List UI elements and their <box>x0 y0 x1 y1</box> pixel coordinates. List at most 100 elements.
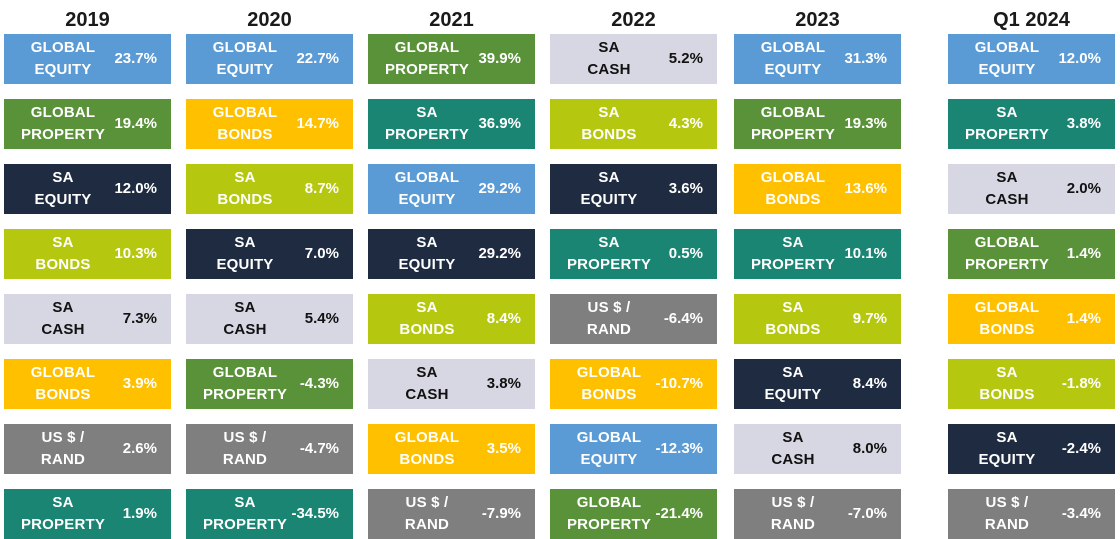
return-value: -7.0% <box>847 505 887 522</box>
asset-label: US $ / RAND <box>368 492 486 536</box>
return-value: 12.0% <box>1058 50 1101 67</box>
return-value: 3.8% <box>1066 115 1101 132</box>
cell-q1-2024-global-property: GLOBAL PROPERTY 1.4% <box>948 229 1115 279</box>
asset-label-line2: PROPERTY <box>384 126 470 143</box>
asset-label-line1: GLOBAL <box>760 39 826 56</box>
asset-label: GLOBAL EQUITY <box>4 37 122 81</box>
asset-label-line2: PROPERTY <box>750 256 836 273</box>
asset-label-line2: PROPERTY <box>964 126 1050 143</box>
asset-label-line1: GLOBAL <box>394 169 460 186</box>
year-header-2021: 2021 <box>429 9 474 31</box>
return-value: -12.3% <box>655 440 703 457</box>
cell-2022-global-property: GLOBAL PROPERTY -21.4% <box>550 489 717 539</box>
cell-2021-us-rand: US $ / RAND -7.9% <box>368 489 535 539</box>
return-value: 22.7% <box>296 50 339 67</box>
asset-label: GLOBAL PROPERTY <box>948 232 1066 276</box>
asset-label: SA BONDS <box>550 102 668 146</box>
asset-label-line2: PROPERTY <box>750 126 836 143</box>
return-value: 8.4% <box>852 375 887 392</box>
asset-label: GLOBAL BONDS <box>550 362 668 406</box>
asset-label: GLOBAL EQUITY <box>550 427 668 471</box>
cell-2023-global-equity: GLOBAL EQUITY 31.3% <box>734 34 901 84</box>
return-value: -3.4% <box>1061 505 1101 522</box>
asset-label-line1: GLOBAL <box>394 429 460 446</box>
asset-label-line2: CASH <box>41 321 85 338</box>
return-value: 39.9% <box>478 50 521 67</box>
return-value: 2.0% <box>1066 180 1101 197</box>
return-value: 3.8% <box>486 375 521 392</box>
return-value: 2.6% <box>122 440 157 457</box>
return-value: 36.9% <box>478 115 521 132</box>
cell-2023-global-bonds: GLOBAL BONDS 13.6% <box>734 164 901 214</box>
asset-label: GLOBAL PROPERTY <box>734 102 852 146</box>
return-value: 10.3% <box>114 245 157 262</box>
cell-2019-sa-bonds: SA BONDS 10.3% <box>4 229 171 279</box>
cell-2021-sa-bonds: SA BONDS 8.4% <box>368 294 535 344</box>
asset-label-line2: PROPERTY <box>202 516 288 533</box>
asset-label: SA BONDS <box>734 297 852 341</box>
asset-label-line2: EQUITY <box>978 61 1036 78</box>
asset-label-line2: EQUITY <box>764 386 822 403</box>
cell-2020-global-equity: GLOBAL EQUITY 22.7% <box>186 34 353 84</box>
return-value: 8.4% <box>486 310 521 327</box>
return-value: 3.5% <box>486 440 521 457</box>
asset-label-line2: PROPERTY <box>964 256 1050 273</box>
asset-label-line2: CASH <box>587 61 631 78</box>
cell-q1-2024-sa-property: SA PROPERTY 3.8% <box>948 99 1115 149</box>
asset-label-line1: SA <box>416 299 438 316</box>
asset-label-line1: SA <box>52 494 74 511</box>
return-value: -6.4% <box>663 310 703 327</box>
return-value: 4.3% <box>668 115 703 132</box>
asset-label-line2: PROPERTY <box>20 126 106 143</box>
asset-label: SA CASH <box>734 427 852 471</box>
asset-label-line2: BONDS <box>581 386 637 403</box>
asset-label: GLOBAL BONDS <box>368 427 486 471</box>
asset-label: SA CASH <box>4 297 122 341</box>
asset-label: GLOBAL BONDS <box>948 297 1066 341</box>
asset-label: GLOBAL PROPERTY <box>368 37 486 81</box>
cell-2021-sa-property: SA PROPERTY 36.9% <box>368 99 535 149</box>
cell-2022-global-bonds: GLOBAL BONDS -10.7% <box>550 359 717 409</box>
asset-label-line1: SA <box>416 364 438 381</box>
asset-label: SA PROPERTY <box>186 492 304 536</box>
asset-label-line1: GLOBAL <box>576 364 642 381</box>
asset-label: SA PROPERTY <box>368 102 486 146</box>
asset-label-line2: EQUITY <box>398 191 456 208</box>
cell-2023-global-property: GLOBAL PROPERTY 19.3% <box>734 99 901 149</box>
asset-label: SA PROPERTY <box>948 102 1066 146</box>
return-value: 23.7% <box>114 50 157 67</box>
return-value: 8.0% <box>852 440 887 457</box>
asset-label-line1: US $ / <box>771 494 815 511</box>
asset-label-line1: GLOBAL <box>760 169 826 186</box>
asset-label: SA PROPERTY <box>734 232 852 276</box>
asset-label: US $ / RAND <box>186 427 304 471</box>
year-header-2023: 2023 <box>795 9 840 31</box>
return-value: 14.7% <box>296 115 339 132</box>
asset-label-line2: BONDS <box>765 321 821 338</box>
asset-label: US $ / RAND <box>734 492 852 536</box>
year-header-2020: 2020 <box>247 9 292 31</box>
asset-label-line1: GLOBAL <box>974 299 1040 316</box>
asset-label-line1: GLOBAL <box>212 104 278 121</box>
return-value: 29.2% <box>478 180 521 197</box>
return-value: 7.3% <box>122 310 157 327</box>
asset-label-line2: PROPERTY <box>566 516 652 533</box>
cell-q1-2024-sa-equity: SA EQUITY -2.4% <box>948 424 1115 474</box>
asset-label: US $ / RAND <box>948 492 1066 536</box>
asset-label-line1: GLOBAL <box>212 39 278 56</box>
asset-label-line2: BONDS <box>35 386 91 403</box>
cell-2022-us-rand: US $ / RAND -6.4% <box>550 294 717 344</box>
return-value: -34.5% <box>291 505 339 522</box>
cell-2020-us-rand: US $ / RAND -4.7% <box>186 424 353 474</box>
return-value: -21.4% <box>655 505 703 522</box>
cell-2023-sa-equity: SA EQUITY 8.4% <box>734 359 901 409</box>
asset-label-line2: CASH <box>405 386 449 403</box>
asset-label: SA EQUITY <box>186 232 304 276</box>
return-value: 19.4% <box>114 115 157 132</box>
asset-label-line1: SA <box>996 169 1018 186</box>
return-value: 29.2% <box>478 245 521 262</box>
cell-2023-sa-property: SA PROPERTY 10.1% <box>734 229 901 279</box>
asset-label-line1: SA <box>234 234 256 251</box>
cell-q1-2024-sa-cash: SA CASH 2.0% <box>948 164 1115 214</box>
cell-2020-sa-cash: SA CASH 5.4% <box>186 294 353 344</box>
